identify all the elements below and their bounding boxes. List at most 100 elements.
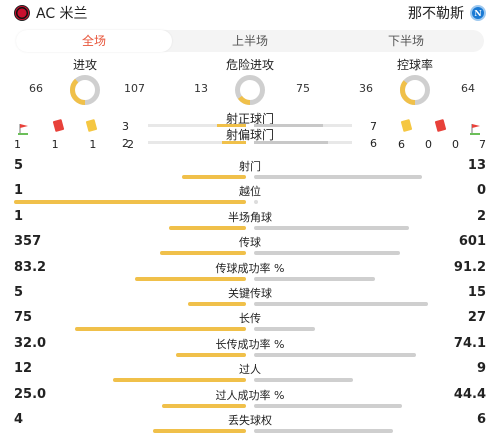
home-shots-off-track xyxy=(148,141,246,144)
home-team[interactable]: AC 米兰 xyxy=(14,3,88,23)
stat-home-track xyxy=(14,429,246,433)
stat-label: 过人成功率 % xyxy=(215,388,285,402)
stat-home-value: 83.2 xyxy=(14,259,47,275)
stat-away-bar xyxy=(254,302,428,306)
tab-first-half[interactable]: 上半场 xyxy=(231,34,268,48)
stat-home-bar xyxy=(153,429,246,433)
tab-full-match[interactable]: 全场 xyxy=(16,30,172,52)
stat-away-value: 15 xyxy=(467,285,486,300)
stat-away-bar xyxy=(254,225,409,230)
stat-away-track xyxy=(254,403,486,408)
stat-label: 关键传球 xyxy=(228,287,272,300)
stat-away-track xyxy=(254,276,486,281)
stat-home-value: 12 xyxy=(14,361,33,377)
stat-home-value: 4 xyxy=(14,412,24,427)
stat-home-bar xyxy=(162,403,246,408)
donut-ring xyxy=(70,75,100,105)
stat-away-value: 74.1 xyxy=(453,335,486,351)
stat-label: 越位 xyxy=(239,185,261,199)
stat-row: 32.0 长传成功率 % 74.1 xyxy=(0,336,500,361)
away-shots-off-track xyxy=(254,141,352,144)
possession-donut: 控球率 36 64 xyxy=(345,58,485,106)
donut-title: 控球率 xyxy=(396,58,433,72)
shots-off-label: 射偏球门 xyxy=(225,128,274,142)
stat-home-track xyxy=(14,327,246,332)
stat-away-track xyxy=(254,352,486,357)
stat-away-bar xyxy=(254,403,403,408)
donut-away-value: 107 xyxy=(124,82,145,95)
dangerous-attack-donut: 危险进攻 13 75 xyxy=(180,58,320,106)
stat-row: 1 半场角球 2 xyxy=(0,209,500,234)
stat-home-track xyxy=(14,200,246,205)
stat-away-bar xyxy=(254,378,354,383)
stat-home-value: 1 xyxy=(14,183,24,199)
stat-label: 半场角球 xyxy=(228,210,272,224)
stat-home-bar xyxy=(159,251,246,256)
home-yellow-value: 1 xyxy=(89,138,97,151)
stat-home-bar xyxy=(75,327,246,332)
stat-row: 25.0 过人成功率 % 44.4 xyxy=(0,387,500,412)
stat-home-value: 357 xyxy=(14,234,42,250)
away-shots-off-value: 6 xyxy=(370,137,377,150)
stat-away-value: 0 xyxy=(476,183,486,199)
shots-on-target-row: 3 射正球门 7 xyxy=(0,110,500,133)
stat-away-value: 6 xyxy=(476,412,486,427)
shots-off-target-row: 2 射偏球门 6 xyxy=(0,126,500,150)
stat-home-bar xyxy=(168,225,246,230)
away-team-name: 那不勒斯 xyxy=(408,6,464,22)
stat-home-value: 32.0 xyxy=(14,335,47,351)
stat-row: 5 射门 13 xyxy=(0,158,500,183)
stat-away-bar xyxy=(254,200,258,205)
stat-away-track xyxy=(254,251,486,256)
stat-away-track xyxy=(254,327,486,332)
away-shots-off-bar xyxy=(254,141,328,144)
stat-row: 1 越位 0 xyxy=(0,183,500,208)
stat-label: 过人 xyxy=(239,363,261,377)
home-shots-off-value: 2 xyxy=(122,137,129,150)
home-shots-on-track xyxy=(148,124,246,127)
away-shots-on-track xyxy=(254,124,352,127)
stat-away-bar xyxy=(254,352,417,357)
donut-ring xyxy=(400,75,430,105)
stat-away-track xyxy=(254,302,486,306)
away-team[interactable]: 那不勒斯 N xyxy=(408,3,486,23)
stat-away-track xyxy=(254,378,486,383)
home-shots-on-value: 3 xyxy=(122,120,129,133)
away-shots-on-bar xyxy=(254,124,323,127)
stat-away-track xyxy=(254,175,486,179)
shots-on-label: 射正球门 xyxy=(225,112,274,126)
stat-away-value: 13 xyxy=(467,158,486,173)
cards-section: 1 1 1 2 6 0 0 7 xyxy=(0,118,500,152)
tab-second-half[interactable]: 下半场 xyxy=(387,34,424,48)
stat-home-value: 75 xyxy=(14,310,33,326)
home-card-values: 1 1 1 2 xyxy=(14,138,134,151)
stat-away-bar xyxy=(254,276,376,281)
stat-away-bar xyxy=(254,251,400,256)
away-extra-value: 6 xyxy=(398,138,405,151)
stat-away-value: 2 xyxy=(476,208,486,224)
donut-home-value: 13 xyxy=(194,82,208,95)
donut-home-value: 36 xyxy=(359,82,373,95)
match-header: AC 米兰 那不勒斯 N xyxy=(0,0,500,24)
stat-away-value: 44.4 xyxy=(453,386,486,402)
donut-home-arc xyxy=(70,75,100,105)
stat-away-bar xyxy=(254,175,422,179)
stat-home-track xyxy=(14,302,246,306)
napoli-logo-icon: N xyxy=(470,5,486,21)
home-shots-on-bar xyxy=(216,124,246,127)
stat-home-track xyxy=(14,352,246,357)
period-tabs: 全场 上半场 下半场 xyxy=(16,30,484,52)
stat-home-bar xyxy=(188,302,246,306)
stat-row: 357 传球 601 xyxy=(0,234,500,259)
stat-home-bar xyxy=(113,378,246,383)
stat-label: 长传成功率 % xyxy=(215,337,285,351)
donut-home-arc xyxy=(235,75,265,105)
attack-donut: 进攻 66 107 xyxy=(15,58,155,106)
corner-flag-icon xyxy=(470,120,482,135)
home-corners-value: 1 xyxy=(14,138,21,151)
away-red-value: 0 xyxy=(452,138,459,151)
stat-row: 5 关键传球 15 xyxy=(0,285,500,310)
donut-home-value: 66 xyxy=(29,82,43,95)
stat-home-track xyxy=(14,378,246,383)
stat-label: 丢失球权 xyxy=(228,414,272,427)
